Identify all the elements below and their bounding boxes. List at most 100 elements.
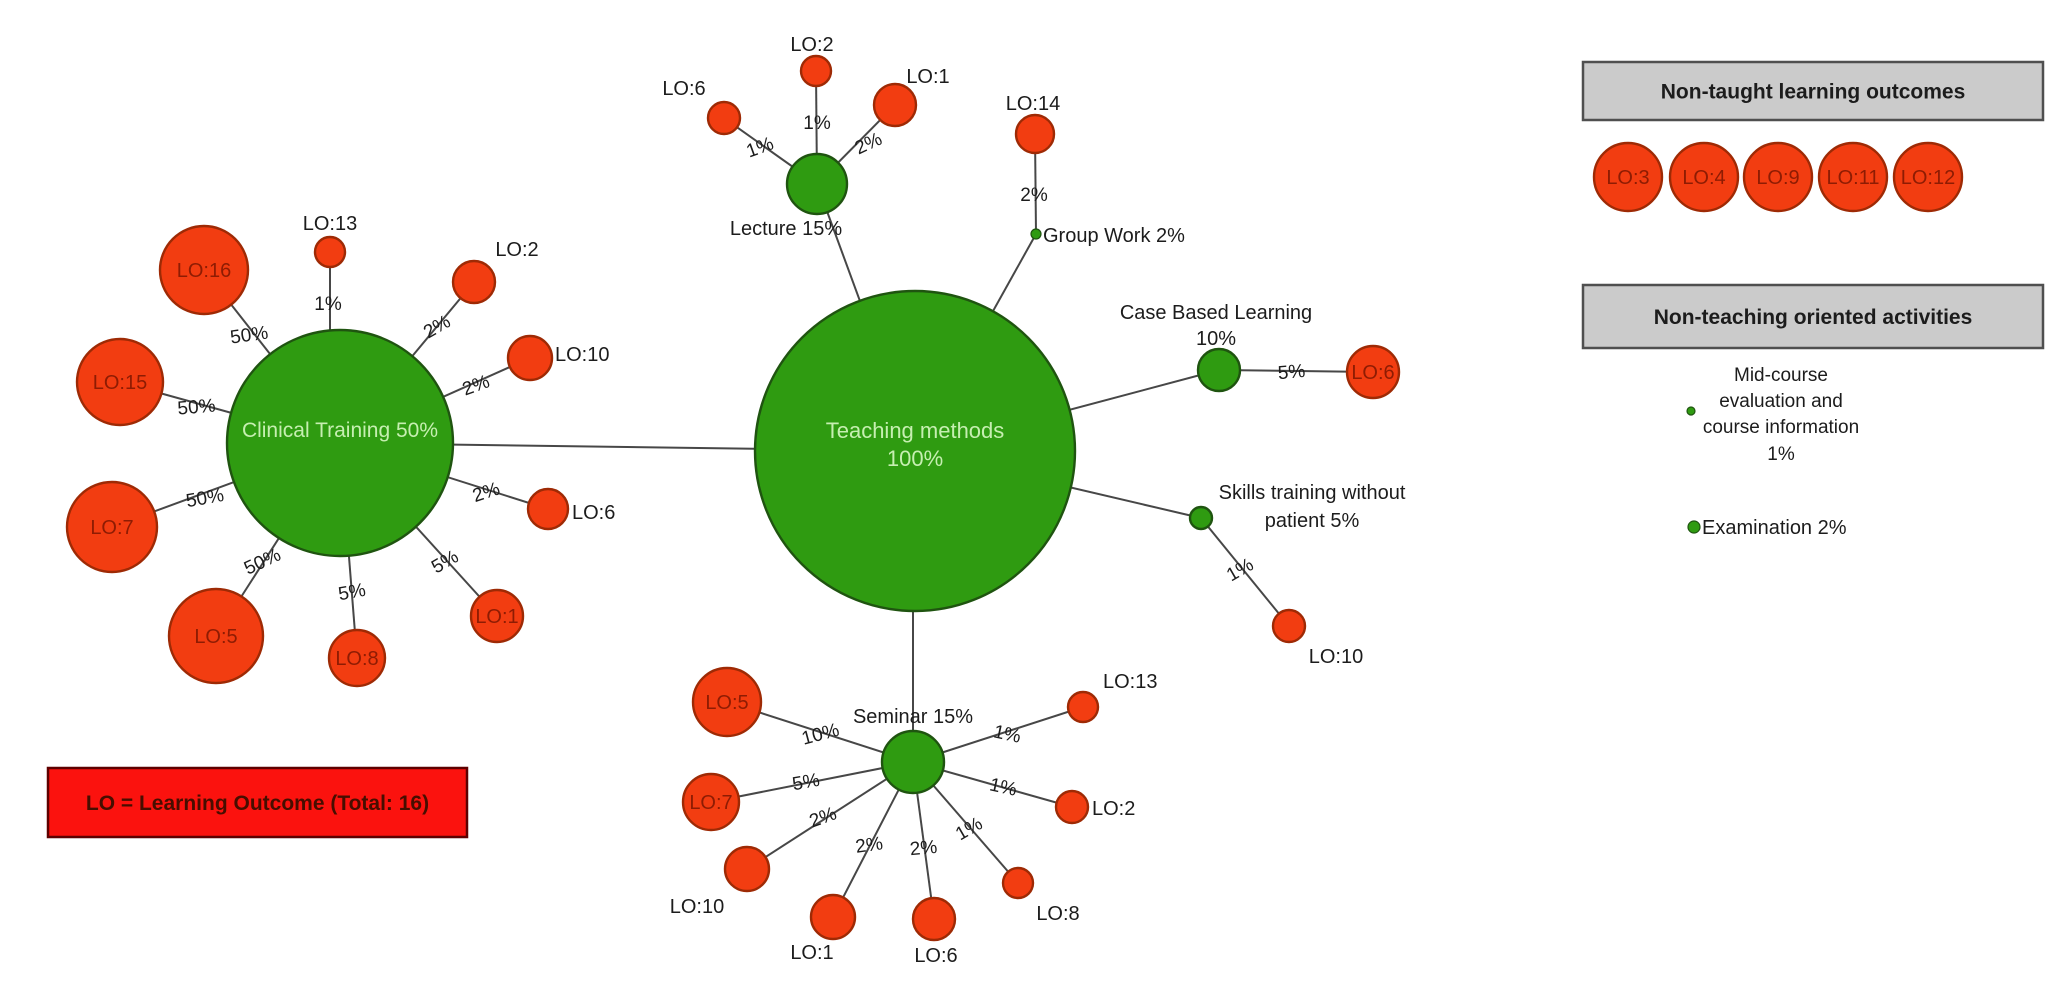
node-lecture-lo1 xyxy=(872,82,918,128)
node-lo13 xyxy=(313,235,347,269)
edge-clinical-lo8-pct-label: 5% xyxy=(337,580,368,605)
edge-lecture-lo2-pct-label: 1% xyxy=(803,113,831,134)
node-seminar-lo10 xyxy=(723,845,771,893)
node-clinical-lo10 xyxy=(506,334,554,382)
mid-course-label-line1: Mid-course xyxy=(1734,365,1828,386)
lecture-label: Lecture 15% xyxy=(730,218,843,240)
node-seminar-lo6 xyxy=(911,896,957,942)
edge-seminar-lo2-pct-label: 1% xyxy=(988,774,1019,800)
lo16-label: LO:16 xyxy=(177,260,231,282)
node-case-based-learning xyxy=(1196,347,1242,393)
edge-seminar-lo5-pct-label: 10% xyxy=(799,720,841,750)
edge-clinical-lo10-pct-label: 2% xyxy=(460,371,493,400)
nontaught-lo3-label: LO:3 xyxy=(1606,167,1649,189)
node-lo16 xyxy=(158,224,250,316)
node-seminar xyxy=(880,729,946,795)
edge-seminar-lo10 xyxy=(746,761,914,870)
edge-clinical-lo5-pct-label: 50% xyxy=(241,544,284,579)
mid-course-label-line3: course information xyxy=(1703,417,1859,438)
edge-clinical-lo7-pct-label: 50% xyxy=(184,485,225,512)
clinical-lo10-label: LO:10 xyxy=(555,344,609,366)
lecture-lo1-label: LO:1 xyxy=(906,66,949,88)
nodes-layer xyxy=(65,54,1964,942)
node-seminar-lo13 xyxy=(1066,690,1100,724)
clinical-training-label: Clinical Training 50% xyxy=(242,419,438,442)
lo13-label: LO:13 xyxy=(303,213,357,235)
boxes-layer: LO = Learning Outcome (Total: 16) Non-tau… xyxy=(46,60,2045,839)
seminar-lo6-label: LO:6 xyxy=(914,945,957,967)
seminar-label: Seminar 15% xyxy=(853,706,973,728)
clinical-lo6-label: LO:6 xyxy=(572,502,615,524)
teaching-methods-pct: 100% xyxy=(887,446,943,471)
lo14-label: LO:14 xyxy=(1006,93,1060,115)
node-nontaught-lo4 xyxy=(1668,141,1740,213)
seminar-lo2-label: LO:2 xyxy=(1092,798,1135,820)
edge-clinical-lo13-pct-label: 1% xyxy=(314,294,342,315)
lo5-label: LO:5 xyxy=(194,626,237,648)
node-nontaught-lo11 xyxy=(1817,141,1889,213)
nontaught-lo11-label: LO:11 xyxy=(1827,167,1880,189)
case-based-learning-label: Case Based Learning xyxy=(1120,302,1312,324)
teaching-methods-label: Teaching methods xyxy=(826,418,1005,443)
edge-seminar-lo7-pct-label: 5% xyxy=(791,770,822,795)
edge-seminar-lo7 xyxy=(710,761,914,803)
node-mid-course-dot xyxy=(1686,406,1696,416)
node-clinical-training xyxy=(225,328,455,558)
edge-clinical-lo15-pct-label: 50% xyxy=(177,395,217,419)
non-teaching-header xyxy=(1581,283,2045,350)
skills-lo10-label: LO:10 xyxy=(1309,646,1363,668)
lecture-lo2-label: LO:2 xyxy=(790,34,833,56)
edge-seminar-lo6-pct-label: 2% xyxy=(909,837,938,860)
skills-training-label-line1: Skills training without xyxy=(1219,482,1406,504)
clinical-lo2-label: LO:2 xyxy=(495,239,538,261)
node-nontaught-lo3 xyxy=(1592,141,1664,213)
edge-clinical-lo6-pct-label: 2% xyxy=(470,479,503,507)
mid-course-label-line2: evaluation and xyxy=(1719,391,1843,412)
node-seminar-lo1 xyxy=(809,893,857,941)
node-lo14 xyxy=(1014,113,1056,155)
edge-cbl-lo6-pct-label: 5% xyxy=(1277,361,1306,384)
seminar-lo10-label: LO:10 xyxy=(670,896,724,918)
node-teaching-methods xyxy=(753,289,1077,613)
node-lo5 xyxy=(167,587,265,685)
edge-lecture-lo6-pct-label: 1% xyxy=(744,133,777,162)
node-seminar-lo7 xyxy=(681,772,741,832)
node-nontaught-lo9 xyxy=(1742,141,1814,213)
lo15-label: LO:15 xyxy=(93,372,147,394)
node-clinical-lo2 xyxy=(451,259,497,305)
clinical-lo1-label: LO:1 xyxy=(475,606,518,628)
seminar-lo7-label: LO:7 xyxy=(689,792,732,814)
seminar-lo13-label: LO:13 xyxy=(1103,671,1157,693)
lo8-label: LO:8 xyxy=(335,648,378,670)
cbl-lo6-label: LO:6 xyxy=(1351,362,1394,384)
mid-course-pct: 1% xyxy=(1767,444,1795,465)
group-work-label: Group Work 2% xyxy=(1043,225,1185,247)
node-cbl-lo6 xyxy=(1345,344,1401,400)
examination-label: Examination 2% xyxy=(1702,517,1847,539)
edge-groupwork-lo14-pct-label: 2% xyxy=(1020,185,1048,206)
node-examination-dot xyxy=(1687,520,1701,534)
node-skills-training xyxy=(1188,505,1214,531)
node-nontaught-lo12 xyxy=(1892,141,1964,213)
node-seminar-lo8 xyxy=(1001,866,1035,900)
non-taught-header-title: Non-taught learning outcomes xyxy=(1661,81,1966,104)
edge-seminar-lo13-pct-label: 1% xyxy=(992,721,1023,747)
nontaught-lo12-label: LO:12 xyxy=(1901,167,1955,189)
legend-box xyxy=(46,766,469,839)
lo7-label: LO:7 xyxy=(90,517,133,539)
node-clinical-lo1 xyxy=(469,588,525,644)
node-lo7 xyxy=(65,480,159,574)
case-based-learning-pct: 10% xyxy=(1196,328,1236,350)
legend-box-title: LO = Learning Outcome (Total: 16) xyxy=(86,792,429,815)
seminar-lo1-label: LO:1 xyxy=(790,942,833,964)
node-seminar-lo2 xyxy=(1054,789,1090,825)
edge-clinical-lo2-pct-label: 2% xyxy=(420,311,454,343)
node-group-work xyxy=(1030,228,1042,240)
seminar-lo8-label: LO:8 xyxy=(1036,903,1079,925)
node-skills-lo10 xyxy=(1271,608,1307,644)
edge-seminar-lo10-pct-label: 2% xyxy=(807,803,840,832)
node-lecture xyxy=(785,152,849,216)
non-taught-header xyxy=(1581,60,2045,122)
edge-skills-lo10 xyxy=(1200,517,1290,627)
